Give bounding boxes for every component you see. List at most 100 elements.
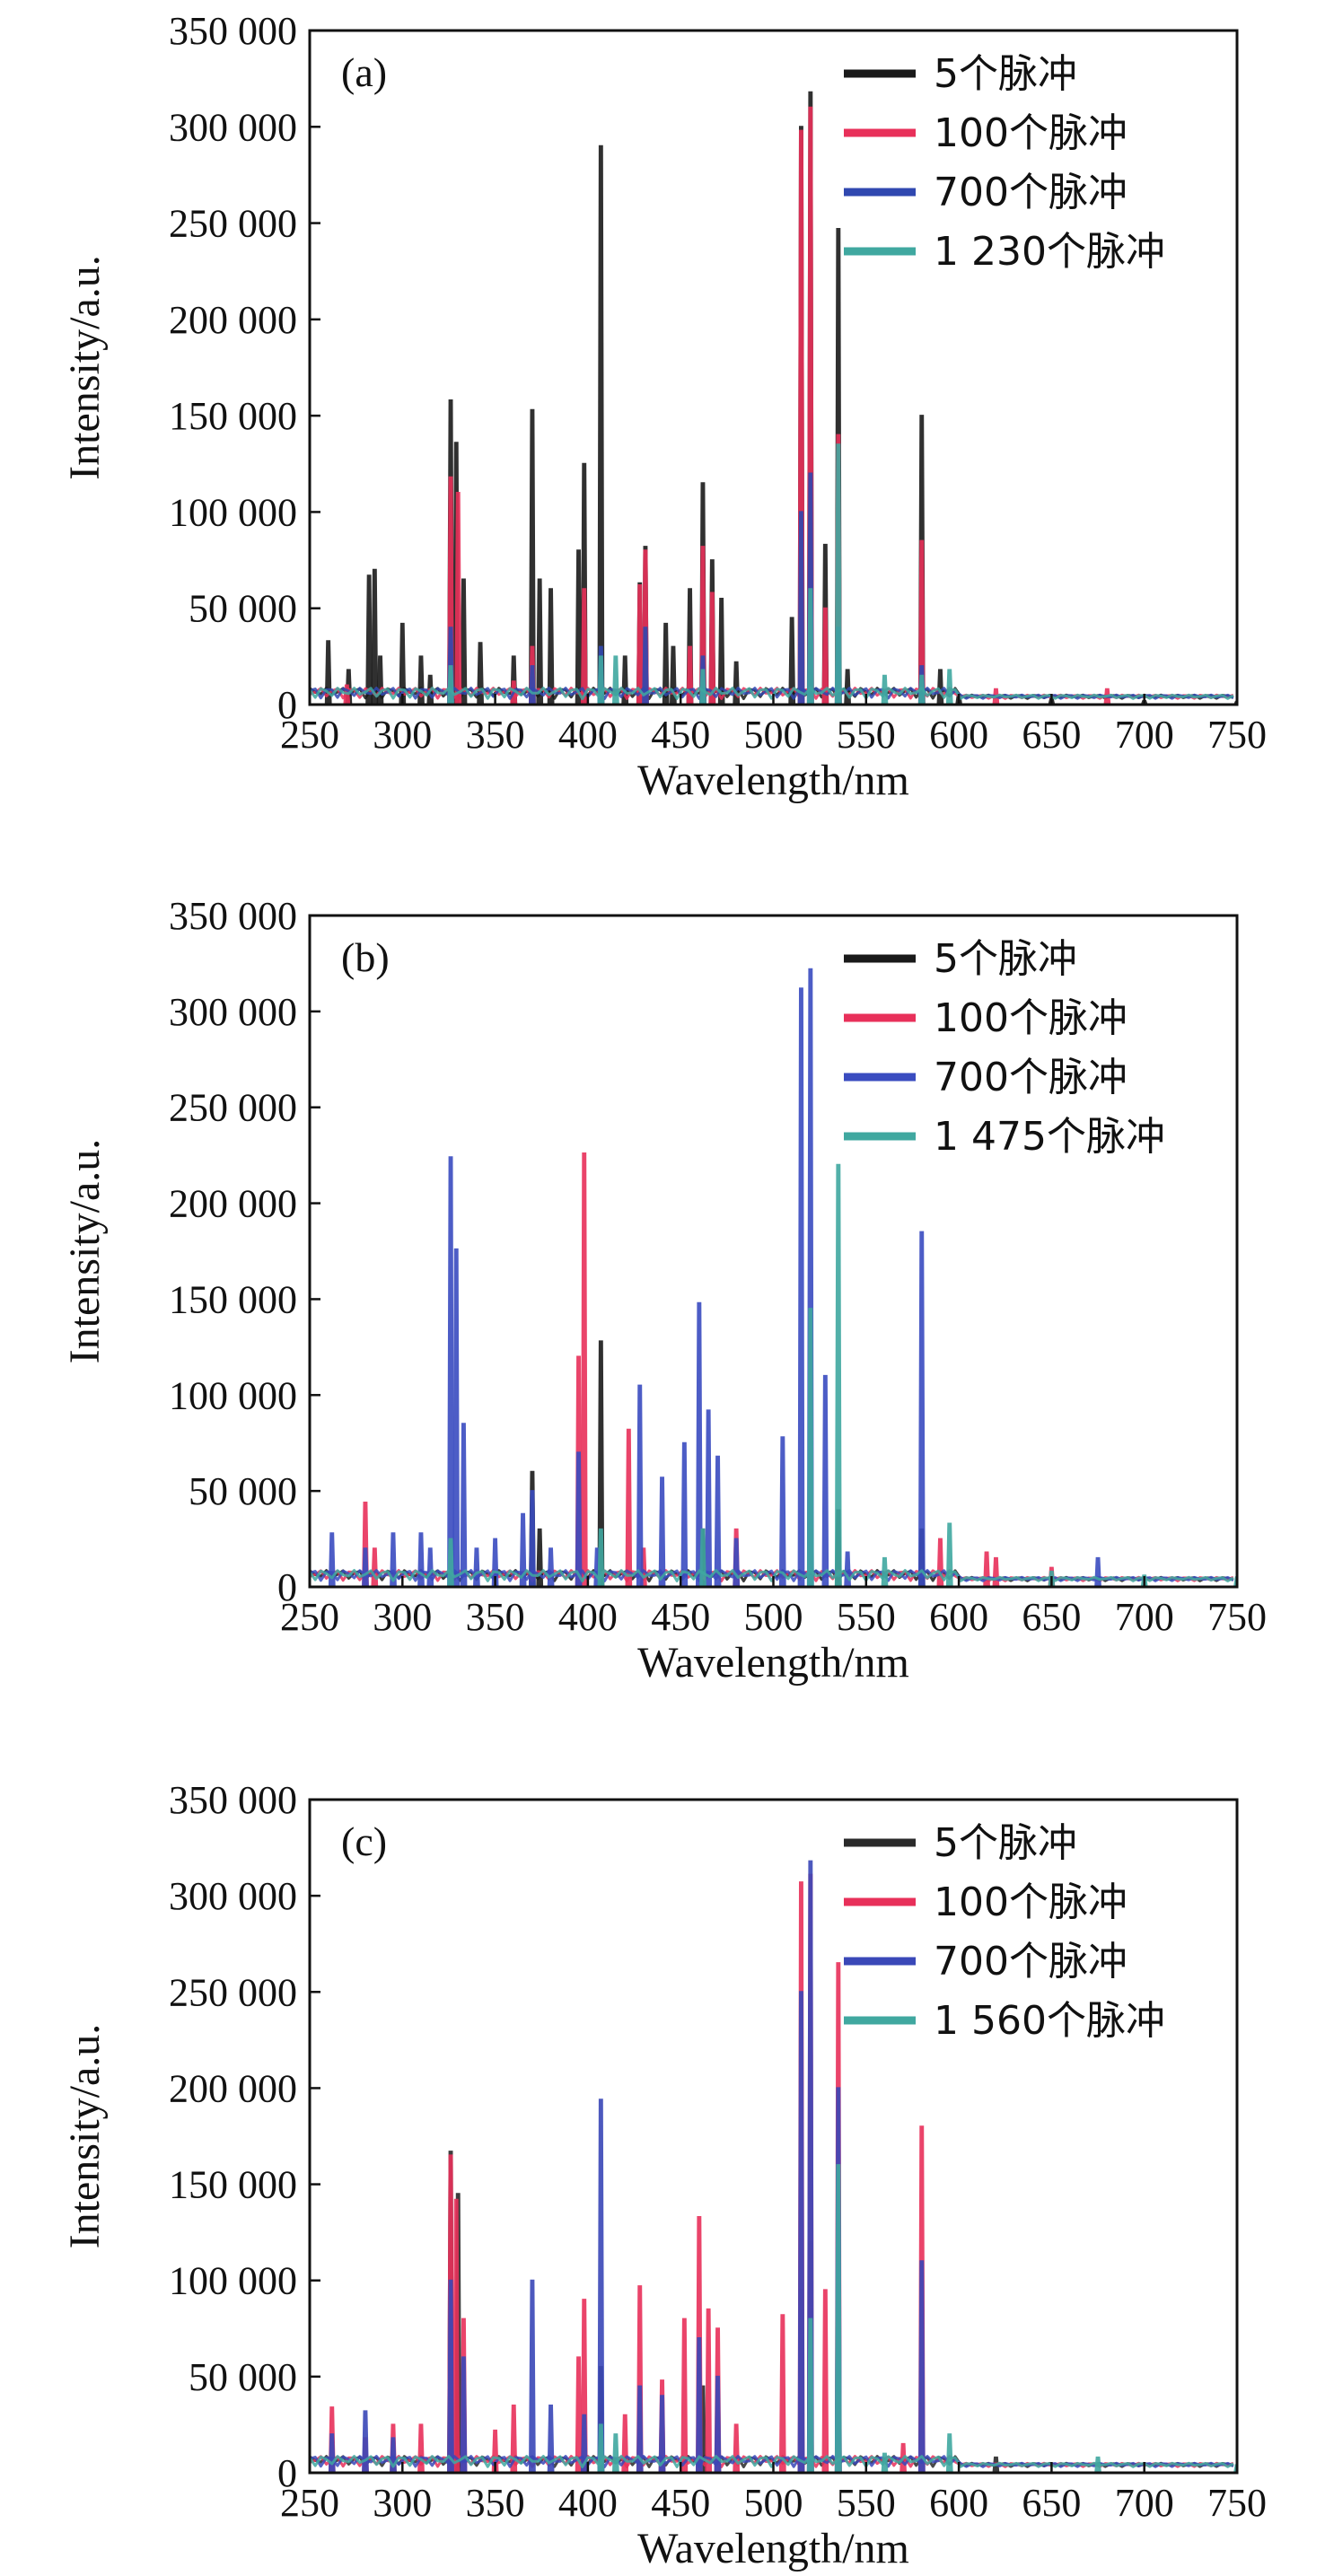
series-peak: [821, 607, 829, 705]
y-tick-label: 0: [277, 1565, 297, 1609]
legend-label: 1 475个脉冲: [934, 1114, 1165, 1160]
x-tick-label: 500: [744, 2481, 803, 2525]
series-peak: [390, 1532, 397, 1587]
y-tick-label: 200 000: [169, 1182, 297, 1226]
series-peak: [695, 1301, 703, 1587]
series-peak: [460, 1423, 468, 1587]
series-peak: [472, 1547, 480, 1587]
series-peak: [662, 622, 670, 705]
series-peak: [575, 2356, 583, 2473]
x-tick-label: 700: [1115, 2481, 1174, 2525]
legend-label: 1 560个脉冲: [934, 1998, 1165, 2044]
series-peak: [936, 1538, 944, 1587]
x-tick-label: 400: [558, 713, 618, 757]
y-tick-label: 150 000: [169, 2163, 297, 2207]
x-tick-label: 450: [651, 713, 710, 757]
series-peak: [797, 987, 805, 1587]
series-peak: [597, 1528, 605, 1587]
chart-panel-3: 250 300 350 400 450 500 550 600 650 700 750 0 50 000…: [61, 1778, 1267, 2572]
panel-label: (c): [341, 1818, 387, 1864]
series-peak: [328, 2433, 336, 2473]
series-peak: [580, 1152, 588, 1587]
series-peak: [597, 2098, 605, 2473]
y-tick-label: 0: [277, 683, 297, 727]
x-tick-label: 500: [744, 1595, 803, 1639]
x-tick-label: 300: [373, 713, 432, 757]
y-tick-label: 250 000: [169, 1970, 297, 2014]
series-peak: [717, 598, 725, 705]
y-tick-label: 100 000: [169, 490, 297, 534]
x-axis-title: Wavelength/nm: [637, 757, 909, 804]
series-peak: [447, 1156, 454, 1587]
panel-label: (b): [341, 934, 390, 980]
series-peak: [528, 2279, 536, 2473]
legend-label: 5个脉冲: [934, 1820, 1077, 1866]
y-tick-label: 350 000: [169, 1778, 297, 1822]
series-peak: [778, 1436, 786, 1587]
x-tick-label: 250: [280, 713, 339, 757]
series-peak: [528, 665, 536, 705]
series-peak: [714, 2375, 722, 2473]
series-peak: [636, 2385, 644, 2473]
y-tick-label: 100 000: [169, 1373, 297, 1417]
series-peak: [625, 1428, 633, 1587]
series-peak: [528, 1490, 536, 1587]
series-peak: [376, 655, 384, 705]
series-peak: [945, 669, 953, 705]
series-peak: [575, 1451, 583, 1587]
series-peak: [834, 1163, 842, 1587]
y-tick-label: 300 000: [169, 1874, 297, 1918]
series-baseline-4: [310, 2455, 1234, 2473]
series-peak: [945, 2433, 953, 2473]
legend-label: 700个脉冲: [934, 1939, 1128, 1985]
x-tick-label: 450: [651, 1595, 710, 1639]
series-peak: [452, 1248, 461, 1587]
y-tick-label: 50 000: [189, 2355, 297, 2399]
series-peak: [917, 674, 926, 705]
chart-panel-1: 250 300 350 400 450 500 550 600 650 700 750 0 50 000…: [61, 9, 1267, 804]
series-peak: [705, 2308, 713, 2473]
y-tick-label: 300 000: [169, 990, 297, 1034]
series-peak: [642, 626, 649, 705]
series-peak: [708, 591, 716, 705]
series-peak: [371, 568, 379, 705]
legend-label: 100个脉冲: [934, 995, 1128, 1041]
series-peak: [680, 1441, 689, 1587]
x-tick-label: 500: [744, 713, 803, 757]
series-peak: [834, 443, 842, 705]
y-tick-label: 350 000: [169, 894, 297, 938]
x-tick-label: 550: [837, 2481, 896, 2525]
x-tick-label: 250: [280, 1595, 339, 1639]
x-tick-label: 600: [929, 2481, 988, 2525]
series-group: [310, 91, 1237, 705]
x-tick-label: 700: [1115, 1595, 1174, 1639]
series-peak: [365, 574, 373, 705]
series-peak: [460, 2356, 468, 2473]
series-peak: [447, 2279, 454, 2473]
panel-label: (a): [341, 49, 387, 95]
y-tick-label: 50 000: [189, 587, 297, 631]
series-peak: [597, 2423, 605, 2473]
y-tick-label: 150 000: [169, 394, 297, 438]
series-peak: [917, 539, 926, 705]
x-tick-label: 750: [1207, 2481, 1267, 2525]
x-tick-label: 750: [1207, 713, 1267, 757]
series-peak: [983, 1551, 991, 1587]
series-peak: [881, 674, 889, 705]
y-tick-label: 0: [277, 2451, 297, 2495]
series-peak: [447, 1538, 454, 1587]
series-group: [310, 1860, 1237, 2473]
series-peak: [917, 1231, 926, 1587]
series-peak: [371, 1547, 379, 1587]
series-peak: [597, 655, 605, 705]
series-peak: [547, 2405, 555, 2473]
series-peak: [797, 511, 805, 705]
series-peak: [417, 1532, 425, 1587]
series-peak: [733, 661, 741, 705]
series-peak: [695, 2337, 703, 2473]
x-tick-label: 300: [373, 1595, 432, 1639]
x-tick-label: 300: [373, 2481, 432, 2525]
series-peak: [680, 2318, 689, 2473]
x-tick-label: 350: [466, 2481, 525, 2525]
